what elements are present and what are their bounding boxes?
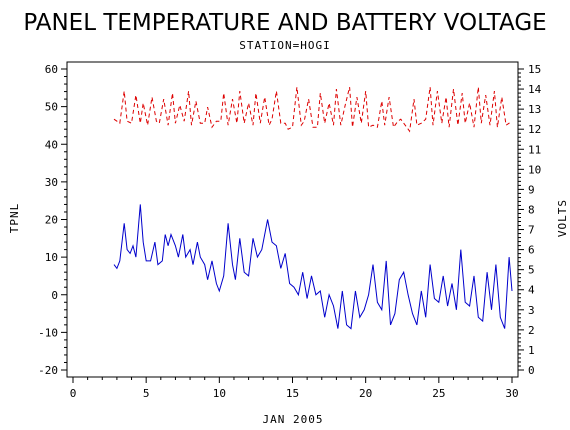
y-right-axis-label: VOLTS — [556, 199, 569, 237]
y-right-tick-label: 12 — [528, 123, 541, 136]
y-left-axis: -20 -10 0 10 20 30 40 50 60 — [38, 63, 67, 377]
x-tick-label: 10 — [213, 387, 226, 400]
x-tick-label: 20 — [359, 387, 372, 400]
y-right-tick-label: 9 — [528, 183, 535, 196]
y-right-tick-label: 7 — [528, 224, 535, 237]
y-right-tick-label: 14 — [528, 83, 542, 96]
y-right-tick-label: 0 — [528, 364, 535, 377]
chart-subtitle: STATION=HOGI — [239, 39, 330, 52]
x-tick-label: 5 — [143, 387, 150, 400]
x-axis-label: JAN 2005 — [263, 413, 324, 426]
plot-frame — [66, 61, 519, 378]
battery-voltage-line — [113, 86, 513, 133]
y-right-tick-label: 2 — [528, 324, 535, 337]
series-group — [113, 86, 513, 330]
y-left-tick-label: 10 — [45, 251, 58, 264]
y-right-tick-label: 3 — [528, 304, 535, 317]
y-left-tick-label: 40 — [45, 138, 58, 151]
x-tick-label: 0 — [70, 387, 77, 400]
y-left-tick-label: 30 — [45, 176, 58, 189]
y-left-tick-label: 50 — [45, 101, 58, 114]
y-left-tick-label: 20 — [45, 214, 58, 227]
y-right-tick-label: 4 — [528, 284, 535, 297]
panel-temperature-line — [113, 204, 513, 330]
y-left-tick-label: 0 — [51, 289, 58, 302]
y-left-axis-label: TPNL — [8, 203, 21, 234]
x-axis: 0 5 10 15 20 25 30 — [70, 377, 519, 400]
x-tick-label: 15 — [286, 387, 299, 400]
y-right-tick-label: 15 — [528, 63, 541, 76]
chart-title: PANEL TEMPERATURE AND BATTERY VOLTAGE — [23, 10, 546, 36]
y-right-tick-label: 5 — [528, 264, 535, 277]
y-left-tick-label: 60 — [45, 63, 58, 76]
y-right-tick-label: 8 — [528, 203, 535, 216]
y-right-tick-label: 13 — [528, 103, 541, 116]
x-tick-label: 30 — [505, 387, 518, 400]
y-right-tick-label: 1 — [528, 344, 535, 357]
y-right-tick-label: 11 — [528, 143, 541, 156]
y-right-tick-label: 10 — [528, 163, 541, 176]
y-left-tick-label: -20 — [38, 364, 58, 377]
y-left-tick-label: -10 — [38, 326, 58, 339]
y-right-tick-label: 6 — [528, 244, 535, 257]
x-tick-label: 25 — [432, 387, 445, 400]
